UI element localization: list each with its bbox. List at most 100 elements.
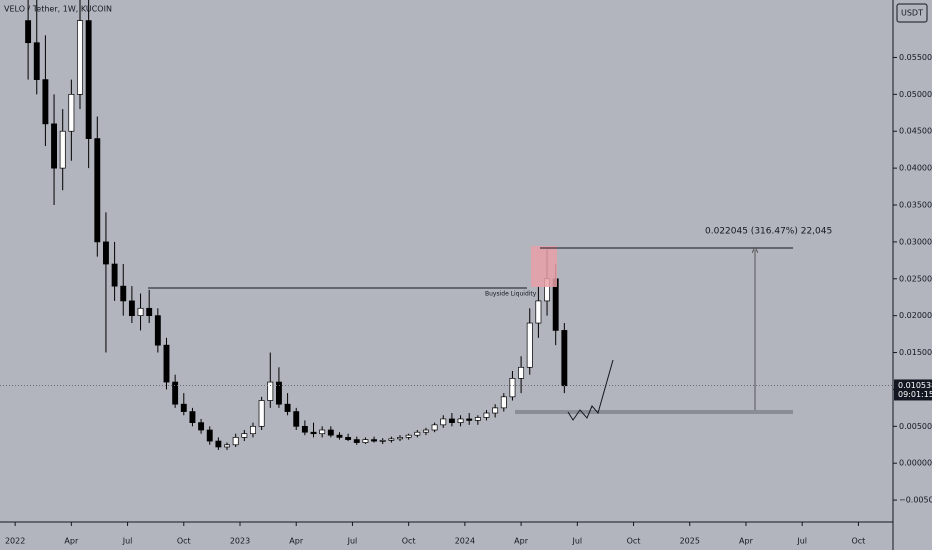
plot-area	[25, 0, 568, 450]
candle-body	[474, 417, 481, 421]
candle-body	[414, 431, 421, 436]
candle-body	[120, 285, 127, 302]
candle-body	[68, 94, 75, 132]
x-tick-label: Oct	[177, 537, 191, 546]
x-tick-label: Oct	[851, 537, 865, 546]
candle-body	[154, 315, 161, 346]
candle-body	[457, 418, 464, 423]
candle-body	[241, 433, 248, 438]
candle-body	[250, 425, 256, 435]
candle-body	[94, 138, 101, 243]
candle-body	[500, 396, 507, 409]
x-tick-label: Jul	[571, 537, 582, 546]
x-tick-label: Jul	[122, 537, 133, 546]
candle-body	[293, 411, 300, 427]
order-block	[531, 246, 557, 287]
candle-body	[232, 437, 239, 446]
candle-body	[345, 437, 352, 440]
x-tick-label: 2024	[455, 537, 475, 546]
candle-body	[258, 400, 265, 427]
candle-body	[319, 429, 326, 435]
candle-body	[509, 378, 516, 398]
candle-body	[267, 381, 274, 401]
candle-body	[405, 434, 412, 438]
candle-body	[85, 20, 92, 139]
candle-body	[492, 407, 499, 414]
candle-body	[379, 439, 386, 442]
candle-body	[397, 437, 403, 440]
candle-body	[198, 422, 205, 431]
drawings: Buyside Liquidity 0.022045 (316.47%) 22,…	[148, 227, 832, 421]
candle-body	[103, 241, 109, 265]
x-tick-label: 2023	[230, 537, 250, 546]
candle-body	[526, 322, 533, 368]
x-tick-label: Apr	[514, 537, 529, 546]
candle-body	[371, 439, 378, 442]
countdown-label: 09:01:15	[898, 390, 932, 399]
x-tick-label: Apr	[289, 537, 304, 546]
candle-body	[275, 381, 282, 405]
x-tick-label: Apr	[64, 537, 79, 546]
chart-title: VELO / Tether, 1W, KUCOIN	[4, 5, 112, 14]
candle-body	[33, 42, 40, 80]
candle-body	[440, 418, 447, 426]
candle-body	[215, 440, 222, 448]
candle-body	[206, 429, 213, 442]
candle-body	[51, 123, 58, 169]
candle-body	[77, 20, 83, 95]
candle-body	[336, 434, 343, 438]
x-tick-label: 2025	[680, 537, 700, 546]
y-tick-label: 0.055000	[899, 53, 932, 62]
measure-label: 0.022045 (316.47%) 22,045	[705, 227, 832, 237]
candle-body	[388, 438, 395, 441]
candle-body	[189, 411, 196, 423]
currency-box	[896, 3, 928, 23]
candle-body	[483, 412, 490, 418]
candle-body	[137, 307, 144, 317]
candle-body	[25, 20, 32, 44]
candle-body	[146, 307, 153, 317]
candle-body	[180, 403, 187, 412]
x-tick-label: Oct	[627, 537, 641, 546]
x-tick-label: Jul	[347, 537, 358, 546]
candle-body	[518, 366, 525, 379]
last-price-box	[894, 379, 932, 401]
candle-body	[224, 444, 230, 448]
candle-body	[111, 263, 118, 287]
x-tick-label: Apr	[739, 537, 754, 546]
liquidity-label: Buyside Liquidity	[485, 291, 537, 298]
candle-body	[327, 429, 334, 436]
candle-body	[362, 439, 369, 443]
candle-body	[163, 344, 170, 383]
candle-body	[128, 300, 135, 317]
candle-body	[59, 130, 66, 169]
candle-body	[466, 418, 473, 421]
candle-body	[301, 425, 308, 433]
candle-body	[431, 424, 438, 431]
candle-body	[42, 79, 49, 125]
candle-body	[561, 330, 568, 387]
support-zone	[515, 410, 793, 414]
candle-body	[284, 403, 291, 412]
candle-body	[172, 381, 179, 405]
x-tick-label: Oct	[402, 537, 416, 546]
candle-body	[423, 429, 429, 433]
candle-body	[535, 300, 542, 324]
candle-body	[353, 439, 360, 443]
candle-body	[310, 431, 317, 435]
x-tick-label: Jul	[796, 537, 807, 546]
candle-body	[448, 418, 455, 423]
last-price-label: 0.010538	[898, 381, 932, 390]
x-tick-label: 2022	[5, 537, 25, 546]
